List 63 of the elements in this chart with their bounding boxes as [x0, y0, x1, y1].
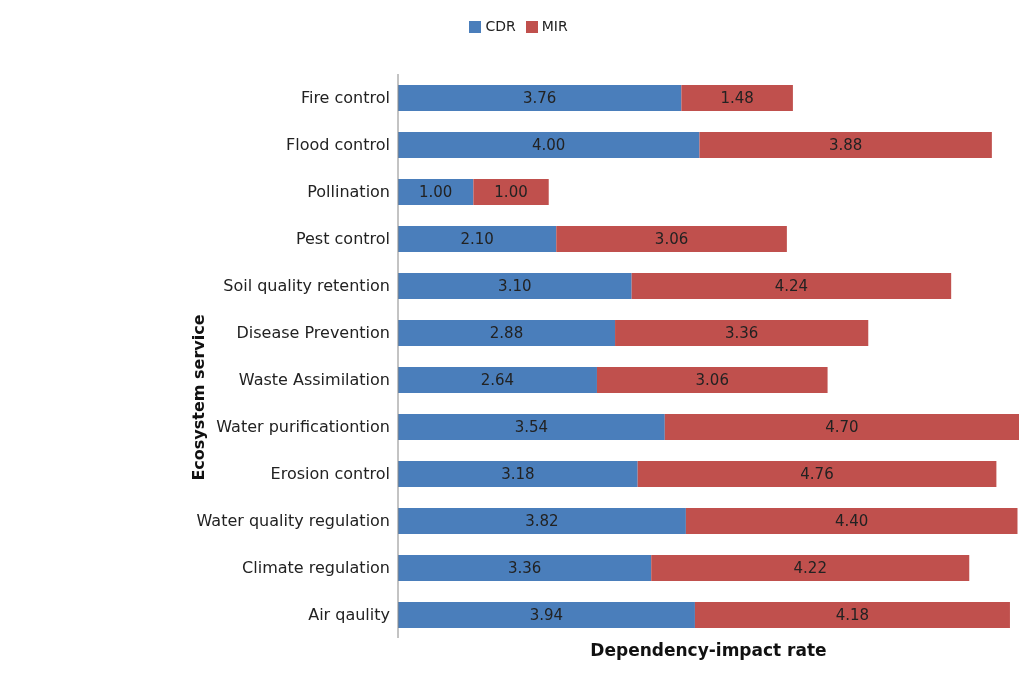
y-axis-title: Ecosystem service [188, 313, 208, 483]
data-label: 1.00 [418, 183, 453, 202]
bar [685, 508, 1018, 534]
bar [398, 414, 665, 440]
bar [651, 555, 970, 581]
data-label: 3.06 [695, 371, 729, 390]
bar [596, 367, 828, 393]
data-label: 4.70 [825, 418, 859, 437]
bar [699, 132, 992, 158]
data-label: 2.64 [480, 371, 515, 390]
bar [473, 179, 549, 205]
data-label: 3.76 [522, 89, 557, 108]
data-label: 1.00 [494, 183, 528, 202]
bar [556, 226, 787, 252]
y-tick-label: Pollination [307, 182, 390, 202]
y-tick-label: Air qaulity [308, 605, 390, 625]
data-label: 3.36 [724, 324, 759, 343]
y-tick-label: Climate regulation [242, 558, 390, 578]
bar [398, 85, 682, 111]
data-label: 3.36 [507, 559, 542, 578]
y-tick-label: Soil quality retention [223, 276, 390, 296]
bar [398, 132, 700, 158]
x-axis-title: Dependency-impact rate [589, 640, 828, 660]
data-label: 3.06 [654, 230, 689, 249]
bar [398, 461, 638, 487]
y-tick-label: Water quality regulation [196, 511, 390, 531]
bar [398, 367, 597, 393]
data-label: 3.88 [828, 136, 863, 155]
bar [681, 85, 793, 111]
data-label: 3.94 [529, 606, 564, 625]
legend-label: CDR [485, 18, 516, 34]
data-label: 4.76 [800, 465, 834, 484]
data-label: 4.40 [834, 512, 869, 531]
bar [398, 508, 686, 534]
data-label: 4.00 [532, 136, 566, 155]
data-label: 4.24 [774, 277, 809, 296]
bar [398, 555, 652, 581]
legend-label: MIR [541, 18, 568, 34]
data-label: 3.54 [514, 418, 549, 437]
bar [615, 320, 869, 346]
y-tick-label: Disease Prevention [236, 323, 390, 343]
y-tick-label: Flood control [286, 135, 390, 155]
bar [398, 602, 695, 628]
data-label: 2.10 [460, 230, 494, 249]
data-label: 4.22 [793, 559, 827, 578]
y-tick-label: Water purificationtion [216, 417, 390, 437]
data-label: 3.82 [525, 512, 559, 531]
data-label: 3.18 [501, 465, 535, 484]
data-label: 3.10 [498, 277, 532, 296]
bar [664, 414, 1019, 440]
bar [637, 461, 997, 487]
data-label: 2.88 [489, 324, 524, 343]
bar [398, 273, 632, 299]
bar [398, 226, 557, 252]
y-tick-label: Fire control [300, 88, 390, 108]
y-tick-label: Waste Assimilation [238, 370, 390, 390]
y-tick-label: Erosion control [270, 464, 390, 484]
data-label: 1.48 [720, 89, 754, 108]
bar [694, 602, 1010, 628]
y-tick-label: Pest control [295, 229, 390, 249]
bar [398, 320, 616, 346]
bar [631, 273, 952, 299]
data-label: 4.18 [835, 606, 870, 625]
